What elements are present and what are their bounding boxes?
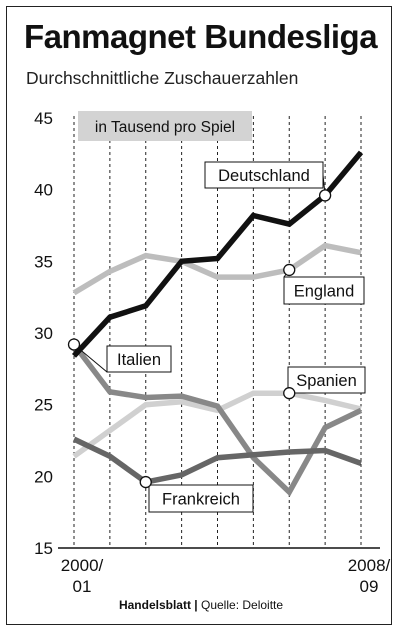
footer-separator: | [194,598,198,612]
chart-title: Fanmagnet Bundesliga [24,18,378,55]
series-label-spanien: Spanien [296,372,357,390]
series-line-england [72,242,362,296]
x-tick-label-0-line-1: 01 [73,577,92,596]
source-credit: Quelle: Deloitte [201,598,284,612]
series-label-layer: Deutschland England Italien Spanien Frankrei… [67,161,366,513]
series-label-deutschland: Deutschland [218,167,310,185]
label-box-england [283,276,365,305]
series-line-frankreich [72,436,362,486]
x-tick-label-8-line-0: 2008/ [348,556,391,575]
axis-layer: 15 20 25 30 35 40 45 2000/01 2008/09 [34,109,390,596]
unit-label-group: in Tausend pro Spiel [78,111,252,141]
series-label-italien: Italien [117,351,161,369]
series-line-deutschland [71,150,364,358]
series-label-england: England [294,283,355,301]
chart-frame [6,6,392,625]
y-tick-label-15: 15 [34,539,53,558]
chart-subtitle: Durchschnittliche Zuschauerzahlen [26,68,299,88]
x-tick-label-8-line-1: 09 [360,577,379,596]
source-footer: Handelsblatt | Quelle: Deloitte [0,598,402,612]
y-tick-label-30: 30 [34,324,53,343]
series-layer [71,150,364,497]
label-marker-spanien [283,387,296,400]
label-box-deutschland [204,161,324,189]
y-tick-label-40: 40 [34,181,53,200]
unit-label: in Tausend pro Spiel [95,119,235,136]
label-marker-frankreich [139,475,152,489]
y-tick-label-20: 20 [34,467,53,486]
label-marker-england [283,263,296,277]
publisher-name: Handelsblatt [118,598,191,612]
y-tick-label-45: 45 [34,109,53,128]
label-box-frankreich [148,484,254,513]
label-box-spanien [287,366,366,394]
leader-line-italien [73,344,108,373]
unit-label-box [78,111,252,141]
label-box-italien [106,345,172,373]
y-tick-label-25: 25 [34,396,53,415]
label-marker-italien [67,338,81,351]
y-tick-label-35: 35 [34,252,53,271]
x-tick-label-0-line-0: 2000/ [61,556,104,575]
label-marker-deutschland [318,189,332,202]
series-label-frankreich: Frankreich [162,491,240,509]
